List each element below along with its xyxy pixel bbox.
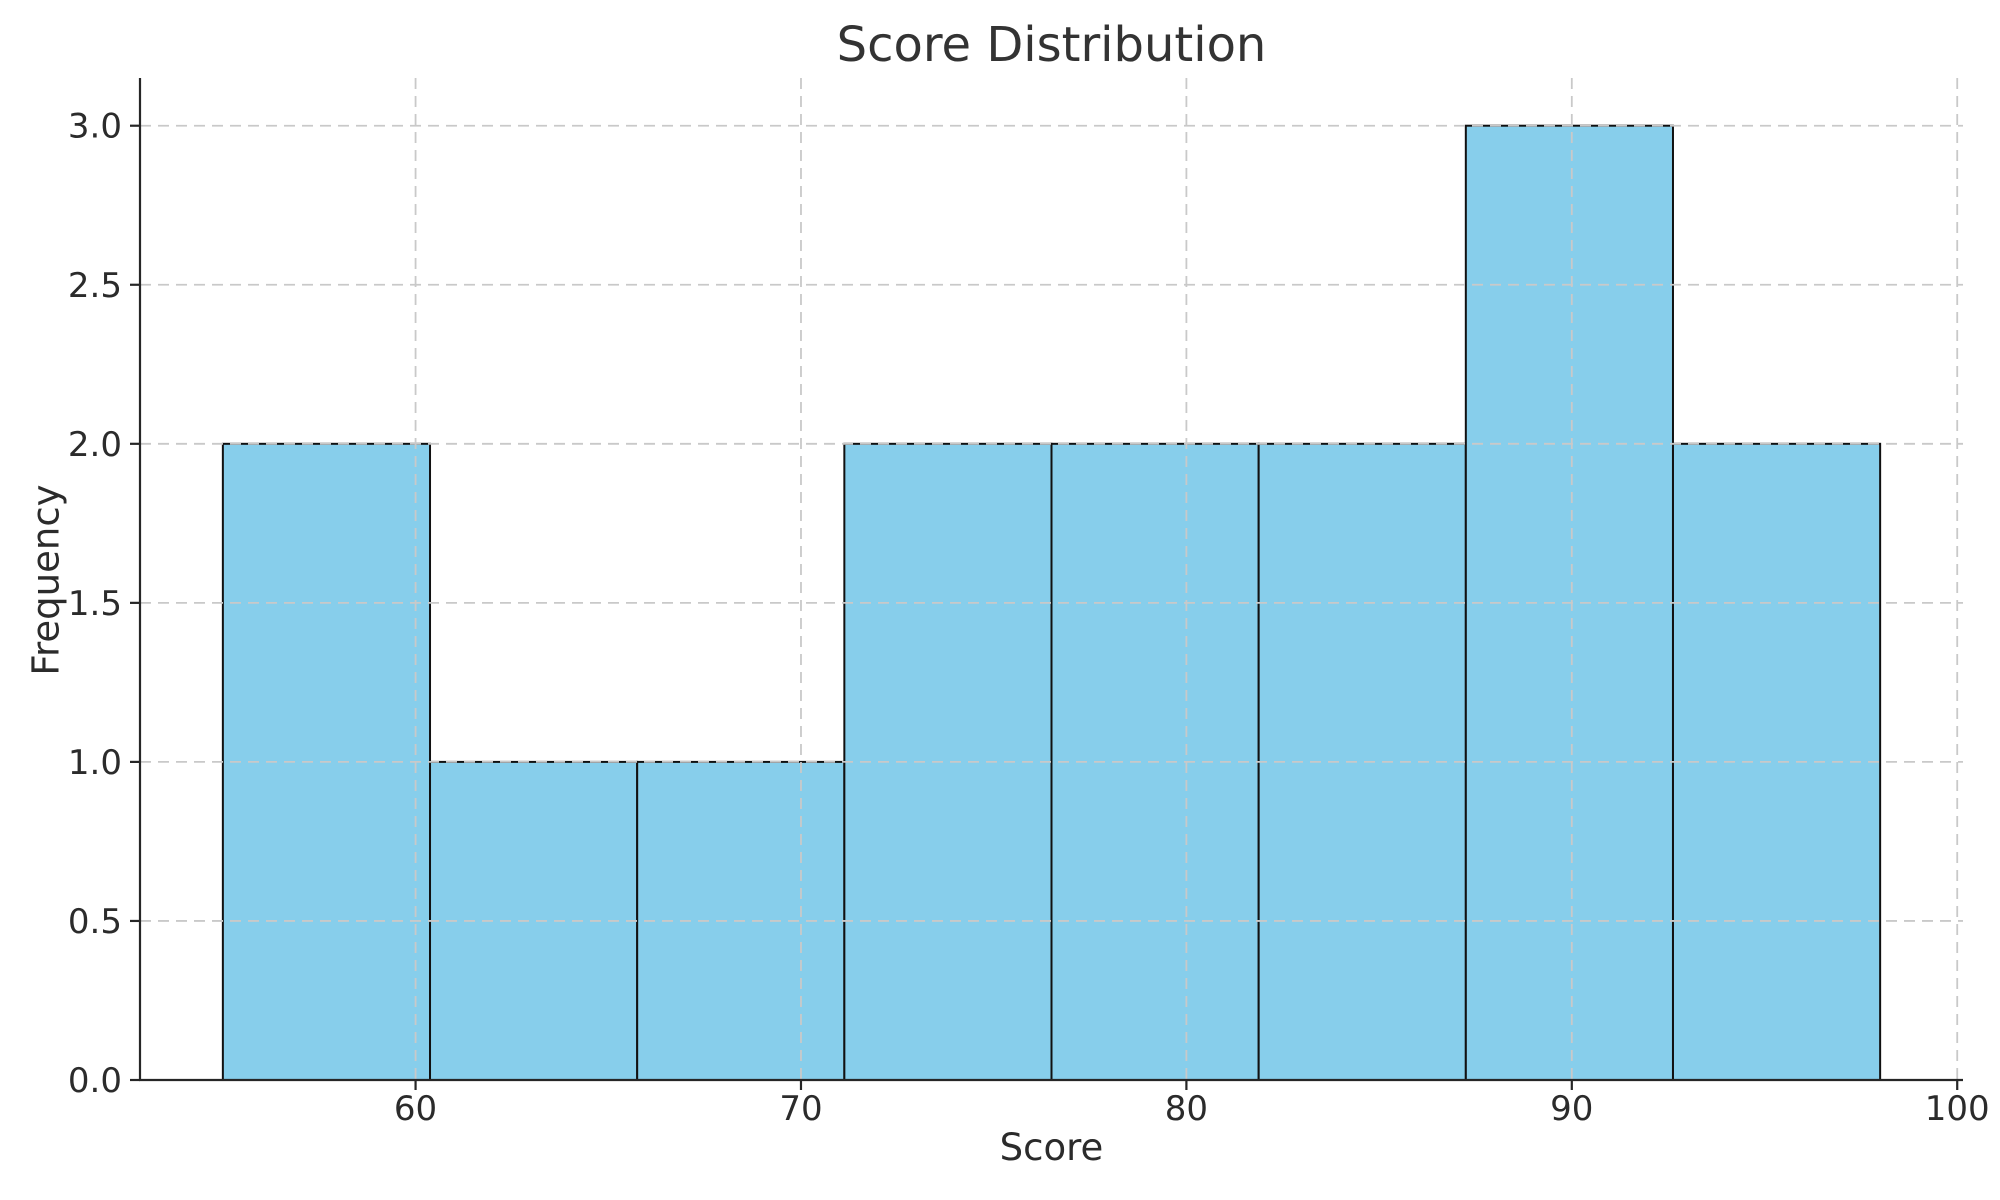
y-tick-label: 2.0 xyxy=(68,425,122,465)
y-tick-label: 3.0 xyxy=(68,107,122,147)
x-tick-label: 60 xyxy=(394,1089,437,1129)
chart-title: Score Distribution xyxy=(836,17,1267,73)
x-axis-label: Score xyxy=(999,1126,1104,1169)
y-tick-label: 0.0 xyxy=(68,1061,122,1101)
x-tick-label: 80 xyxy=(1165,1089,1208,1129)
x-tick-label: 100 xyxy=(1925,1089,1990,1129)
histogram-bar xyxy=(843,442,1053,1081)
x-tick-label: 70 xyxy=(779,1089,822,1129)
histogram-bar xyxy=(1257,442,1467,1081)
y-tick-label: 1.5 xyxy=(68,584,122,624)
y-tick-label: 1.0 xyxy=(68,743,122,783)
y-tick-label: 0.5 xyxy=(68,902,122,942)
y-axis-label: Frequency xyxy=(24,484,68,676)
histogram-bar xyxy=(429,760,639,1082)
x-tick-label: 90 xyxy=(1550,1089,1593,1129)
y-tick-label: 2.5 xyxy=(68,266,122,306)
histogram-bar xyxy=(1671,442,1882,1081)
